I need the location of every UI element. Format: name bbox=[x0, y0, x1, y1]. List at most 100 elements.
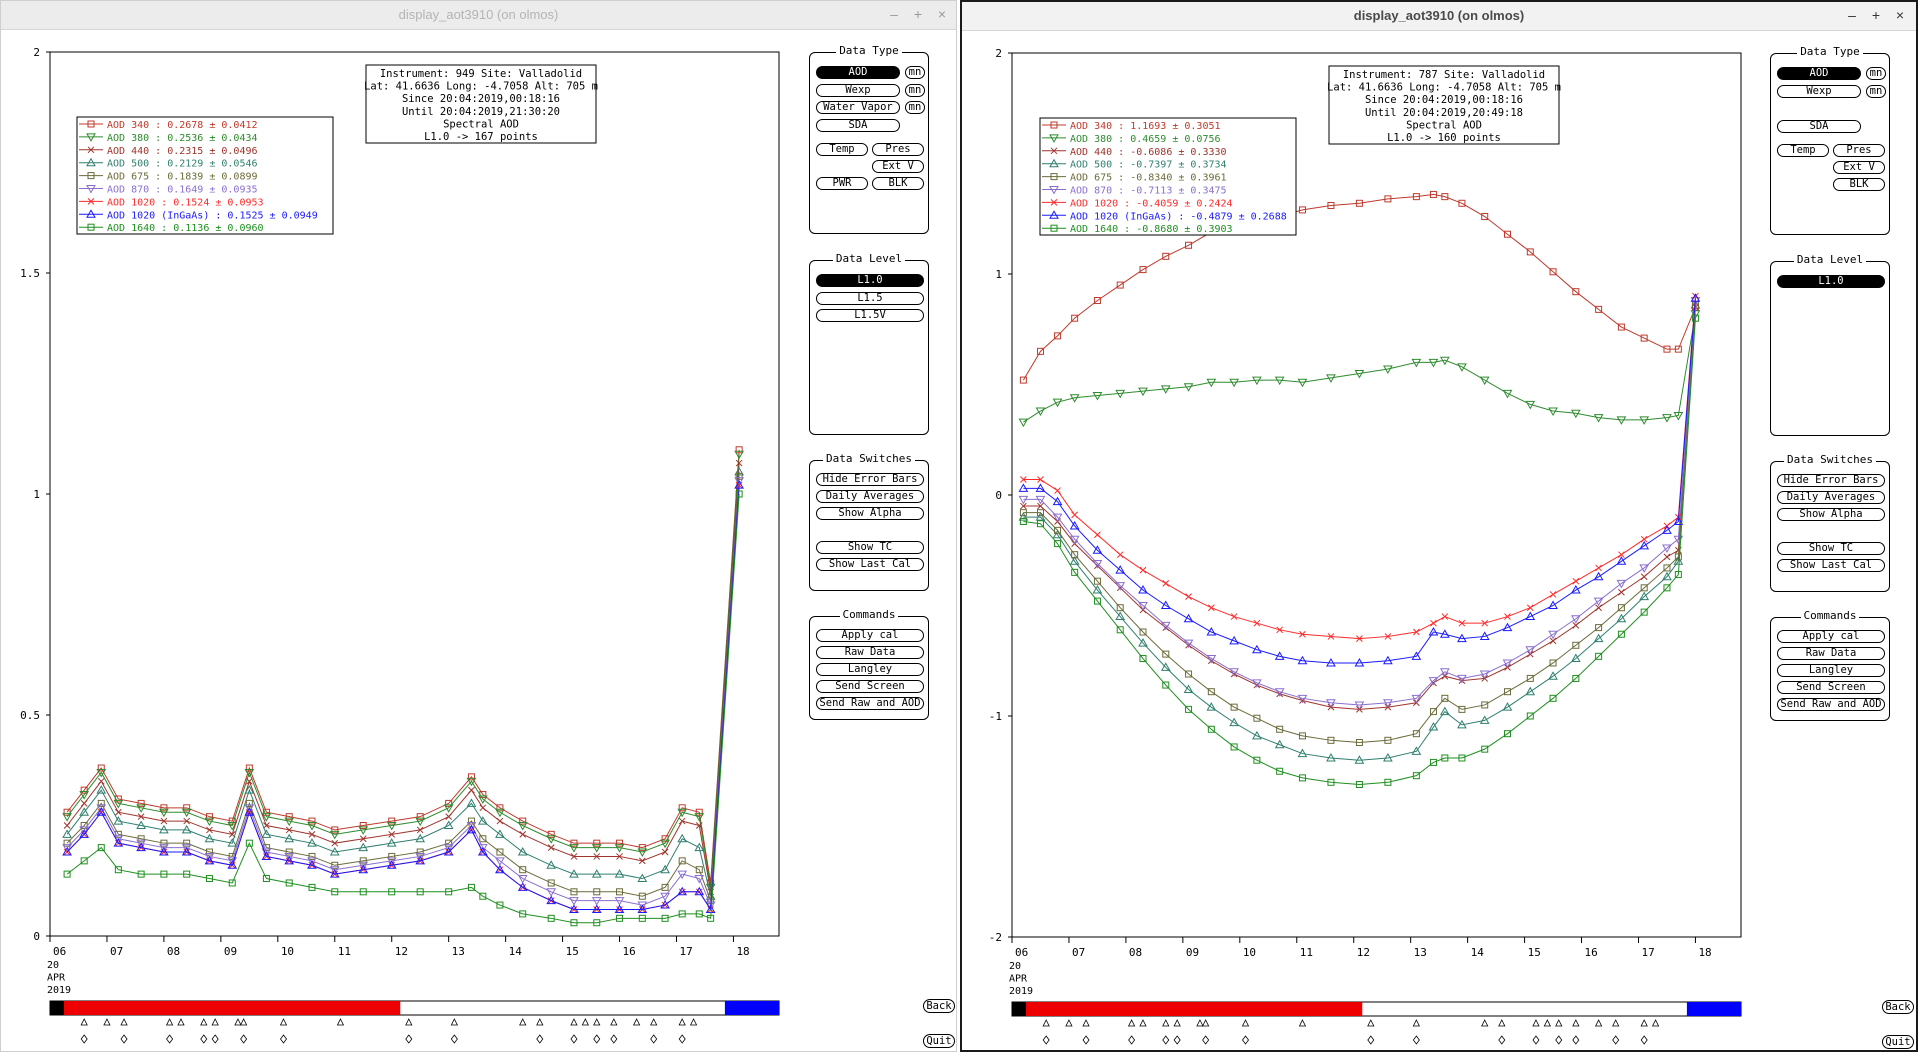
data-type-water-vapor-button[interactable]: Water Vapor bbox=[816, 101, 900, 114]
data-point bbox=[1548, 407, 1558, 417]
data-point bbox=[1441, 694, 1449, 702]
maximize-icon[interactable]: + bbox=[913, 6, 923, 22]
hide-error-bars-button[interactable]: Hide Error Bars bbox=[1777, 474, 1885, 487]
data-point bbox=[1458, 754, 1466, 762]
data-point bbox=[1458, 619, 1466, 627]
data-point bbox=[1639, 564, 1650, 573]
data-type-sda-button[interactable]: SDA bbox=[816, 118, 900, 132]
data-point bbox=[1327, 633, 1335, 640]
minimize-icon[interactable]: – bbox=[1848, 7, 1856, 23]
data-point bbox=[1640, 535, 1648, 543]
send-screen-button[interactable]: Send Screen bbox=[816, 680, 924, 693]
data-point bbox=[1618, 551, 1625, 559]
data-point bbox=[136, 820, 146, 829]
data-type-aod-button[interactable]: AOD bbox=[816, 66, 900, 79]
data-point bbox=[1618, 588, 1625, 596]
data-point bbox=[660, 900, 670, 909]
pres-button[interactable]: Pres bbox=[1833, 144, 1885, 157]
show-tc-button[interactable]: Show TC bbox=[816, 541, 924, 554]
show-tc-button[interactable]: Show TC bbox=[1777, 542, 1885, 555]
apply-cal-button[interactable]: Apply cal bbox=[1777, 630, 1885, 643]
data-point bbox=[1617, 630, 1625, 638]
quit-button[interactable]: Quit bbox=[1882, 1035, 1914, 1049]
data-type-aod-button[interactable]: AOD bbox=[1777, 67, 1861, 80]
send-screen-button[interactable]: Send Screen bbox=[1777, 681, 1885, 694]
data-point bbox=[87, 120, 95, 128]
data-point bbox=[1183, 383, 1194, 392]
data-point bbox=[1071, 568, 1079, 576]
pwr-button[interactable]: PWR bbox=[816, 177, 868, 190]
raw-data-button[interactable]: Raw Data bbox=[816, 646, 924, 659]
back-button[interactable]: Back bbox=[1882, 1000, 1914, 1014]
data-type-sda-button[interactable]: SDA bbox=[1777, 119, 1861, 133]
time-marker bbox=[1572, 1019, 1580, 1027]
blk-button[interactable]: BLK bbox=[1833, 178, 1885, 191]
level-l1-5-button[interactable]: L1.5 bbox=[816, 291, 924, 305]
data-point bbox=[1639, 416, 1650, 425]
data-point bbox=[1230, 743, 1238, 751]
mn-button[interactable]: mn bbox=[1866, 67, 1886, 80]
data-point bbox=[1570, 409, 1581, 419]
x-tick-label: 08 bbox=[1129, 946, 1142, 959]
time-marker bbox=[650, 1018, 658, 1026]
daily-averages-button[interactable]: Daily Averages bbox=[816, 490, 924, 503]
data-point bbox=[136, 842, 146, 852]
time-marker bbox=[581, 1018, 590, 1026]
data-point bbox=[1274, 376, 1285, 386]
show-last-cal-button[interactable]: Show Last Cal bbox=[816, 558, 924, 571]
send-raw-and-aod-button[interactable]: Send Raw and AOD bbox=[1777, 698, 1885, 711]
show-alpha-button[interactable]: Show Alpha bbox=[1777, 508, 1885, 521]
x-tick-label: 13 bbox=[1414, 946, 1427, 959]
title-bar[interactable]: display_aot3910 (on olmos) – + × bbox=[1, 1, 956, 30]
data-type-wexp-button[interactable]: Wexp bbox=[1777, 84, 1861, 98]
close-icon[interactable]: × bbox=[1895, 7, 1905, 23]
langley-button[interactable]: Langley bbox=[816, 663, 924, 676]
temp-button[interactable]: Temp bbox=[816, 143, 868, 156]
close-icon[interactable]: × bbox=[937, 6, 947, 22]
title-bar[interactable]: display_aot3910 (on olmos) – + × bbox=[962, 2, 1916, 31]
back-button[interactable]: Back bbox=[923, 999, 955, 1013]
hide-error-bars-button[interactable]: Hide Error Bars bbox=[816, 473, 924, 486]
data-point bbox=[1299, 630, 1306, 638]
data-point bbox=[1049, 134, 1059, 143]
data-point bbox=[570, 853, 578, 860]
data-type-wexp-button[interactable]: Wexp bbox=[816, 83, 900, 97]
data-point bbox=[1616, 579, 1627, 589]
mn-button[interactable]: mn bbox=[1866, 84, 1886, 98]
raw-data-button[interactable]: Raw Data bbox=[1777, 647, 1885, 660]
time-marker bbox=[1612, 1019, 1620, 1027]
minimize-icon[interactable]: – bbox=[890, 6, 898, 22]
data-point bbox=[160, 804, 168, 812]
show-last-cal-button[interactable]: Show Last Cal bbox=[1777, 559, 1885, 572]
blk-button[interactable]: BLK bbox=[872, 177, 924, 190]
mn-button[interactable]: mn bbox=[905, 101, 925, 114]
data-point bbox=[1384, 736, 1392, 744]
ext-v-button[interactable]: Ext V bbox=[1833, 161, 1885, 174]
time-marker bbox=[1082, 1035, 1090, 1045]
temp-button[interactable]: Temp bbox=[1777, 144, 1829, 157]
daily-averages-button[interactable]: Daily Averages bbox=[1777, 491, 1885, 504]
data-point bbox=[546, 860, 557, 869]
legend: AOD 340 : 0.2678 ± 0.0412 AOD 380 : 0.253… bbox=[76, 116, 334, 235]
quit-button[interactable]: Quit bbox=[923, 1034, 955, 1048]
x-tick-label: 08 bbox=[167, 945, 180, 958]
mn-button[interactable]: mn bbox=[905, 66, 925, 79]
data-point bbox=[466, 824, 477, 834]
maximize-icon[interactable]: + bbox=[1871, 7, 1881, 23]
data-point bbox=[1139, 628, 1147, 636]
show-alpha-button[interactable]: Show Alpha bbox=[816, 507, 924, 520]
data-point bbox=[1162, 580, 1170, 587]
level-l1-0-button[interactable]: L1.0 bbox=[816, 274, 924, 287]
mn-button[interactable]: mn bbox=[905, 83, 925, 97]
ext-v-button[interactable]: Ext V bbox=[872, 160, 924, 173]
apply-cal-button[interactable]: Apply cal bbox=[816, 629, 924, 642]
pres-button[interactable]: Pres bbox=[872, 143, 924, 156]
data-point bbox=[1481, 619, 1489, 627]
level-l1-5v-button[interactable]: L1.5V bbox=[816, 309, 924, 322]
send-raw-and-aod-button[interactable]: Send Raw and AOD bbox=[816, 697, 924, 710]
level-l1-0-button[interactable]: L1.0 bbox=[1777, 275, 1885, 288]
data-point bbox=[1037, 476, 1044, 483]
langley-button[interactable]: Langley bbox=[1777, 664, 1885, 677]
data-point bbox=[678, 910, 686, 918]
legend-entry: AOD 1020 : -0.4059 ± 0.2424 bbox=[1070, 198, 1233, 209]
